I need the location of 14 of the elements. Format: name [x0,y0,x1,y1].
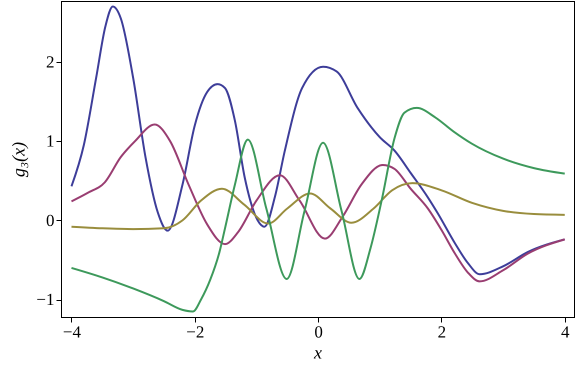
y-tick-label: 2 [46,52,54,72]
x-tick-label: 4 [561,322,570,342]
line-series [70,124,566,282]
y-axis-title: g₃(x) [8,142,28,178]
y-tick-label: −1 [36,290,54,310]
x-tick-label: −4 [62,322,82,342]
y-tick-label: 1 [46,132,54,151]
line-series [70,106,566,312]
x-axis-title: x [313,342,322,362]
x-tick-label: −2 [186,322,204,342]
x-tick-label: 0 [314,322,323,342]
x-tick-label: 2 [438,322,446,342]
line-series [70,182,566,230]
y-tick-label: 0 [46,210,54,230]
